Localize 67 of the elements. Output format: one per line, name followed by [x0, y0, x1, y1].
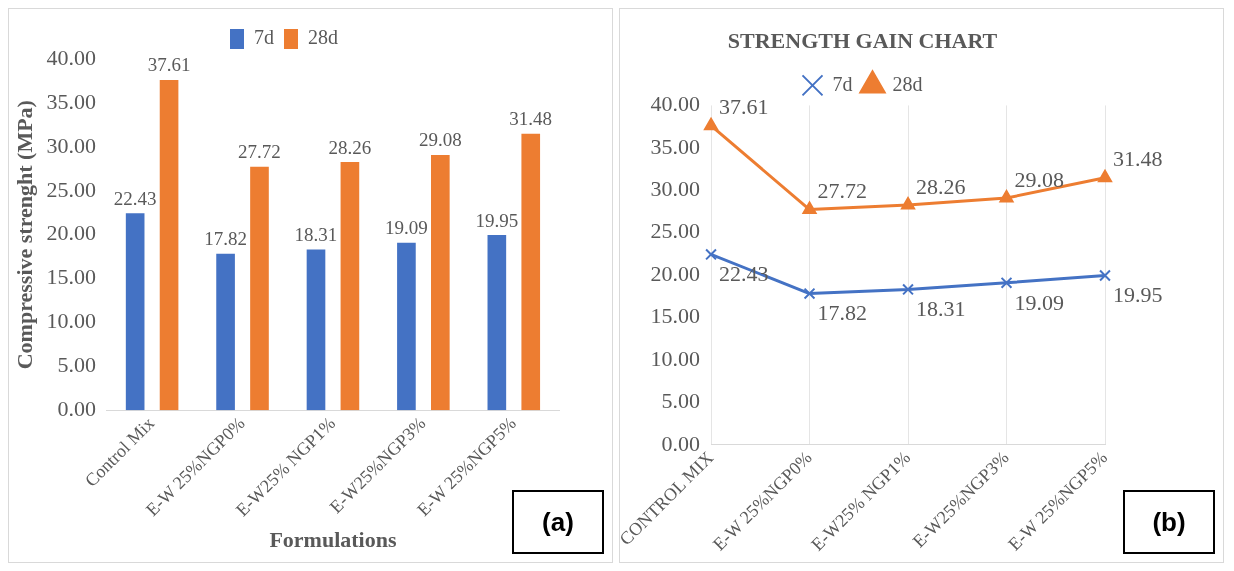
- y-tick-label: 10.00: [46, 308, 96, 334]
- data-label: 31.48: [1113, 146, 1163, 172]
- data-label: 37.61: [147, 54, 191, 76]
- y-tick-label: 15.00: [46, 264, 96, 290]
- data-label: 22.43: [719, 261, 769, 287]
- bar: [159, 79, 179, 411]
- y-tick-label: 20.00: [46, 220, 96, 246]
- y-tick-label: 10.00: [650, 345, 701, 371]
- point: [803, 287, 816, 300]
- data-label: 28.26: [916, 173, 966, 199]
- data-label: 29.08: [1014, 166, 1065, 192]
- data-label: 19.09: [385, 217, 428, 239]
- chart-title: STRENGTH GAIN CHART: [727, 27, 998, 53]
- bar: [431, 154, 450, 411]
- y-tick-label: 35.00: [46, 88, 96, 114]
- y-axis-title: Compressive strenght (MPa): [11, 100, 37, 370]
- legend-label: 7d: [254, 26, 274, 49]
- text: (b): [1123, 490, 1215, 554]
- point: [1000, 276, 1013, 289]
- bar: [306, 249, 326, 411]
- legend-label: 7d: [832, 72, 853, 95]
- y-tick-label: 0.00: [57, 396, 96, 422]
- y-tick-label: 15.00: [650, 303, 701, 329]
- y-tick-label: 35.00: [650, 133, 701, 159]
- data-label: 27.72: [817, 178, 868, 204]
- point: [1097, 169, 1113, 183]
- x-axis-title: Formulations: [269, 527, 397, 553]
- point: [999, 190, 1014, 203]
- bar: [521, 133, 541, 411]
- point: [703, 117, 719, 131]
- legend-label: 28d: [308, 26, 338, 49]
- data-label: 29.08: [418, 129, 462, 151]
- data-label: 28.26: [328, 136, 372, 158]
- y-tick-label: 30.00: [46, 132, 96, 158]
- data-label: 19.95: [475, 209, 519, 231]
- data-label: 19.09: [1014, 289, 1065, 315]
- bar: [397, 242, 416, 411]
- point: [705, 248, 717, 261]
- point: [802, 201, 817, 215]
- data-label: 18.31: [916, 296, 966, 322]
- data-label: 19.95: [1113, 282, 1163, 308]
- bar: [250, 166, 269, 411]
- y-tick-label: 30.00: [650, 176, 701, 202]
- data-label: 17.82: [204, 228, 247, 250]
- data-label: 37.61: [719, 94, 769, 120]
- y-tick-label: 0.00: [661, 430, 701, 456]
- y-tick-label: 25.00: [650, 218, 701, 244]
- point: [902, 283, 914, 296]
- legend-label: 28d: [892, 72, 923, 95]
- bar: [216, 253, 235, 411]
- data-label: 31.48: [509, 108, 553, 130]
- y-tick-label: 5.00: [57, 352, 96, 378]
- bar: [340, 162, 360, 411]
- y-tick-label: 20.00: [650, 260, 701, 286]
- point: [1099, 269, 1111, 282]
- y-tick-label: 40.00: [650, 91, 701, 117]
- data-label: 18.31: [294, 224, 338, 246]
- data-label: 22.43: [113, 187, 157, 209]
- data-label: 17.82: [817, 300, 868, 326]
- y-tick-label: 25.00: [46, 176, 96, 202]
- point: [900, 197, 916, 210]
- data-label: 27.72: [238, 141, 281, 163]
- bar: [487, 235, 507, 411]
- bar: [125, 213, 145, 411]
- text: (a): [542, 506, 574, 537]
- y-tick-label: 40.00: [46, 44, 96, 70]
- y-tick-label: 5.00: [661, 388, 701, 414]
